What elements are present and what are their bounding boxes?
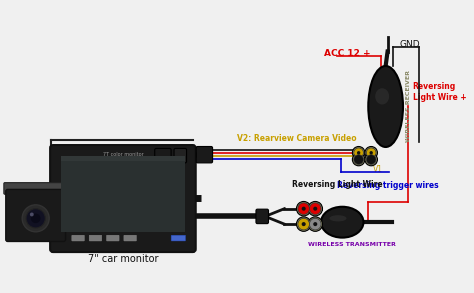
- Circle shape: [301, 207, 306, 211]
- Text: V1: V1: [373, 165, 383, 174]
- Text: V2: Rearview Camera Video: V2: Rearview Camera Video: [237, 134, 357, 143]
- Ellipse shape: [329, 215, 346, 222]
- Text: ACC 12V +: ACC 12V +: [89, 165, 143, 174]
- Text: 7T color monitor: 7T color monitor: [102, 152, 143, 157]
- FancyBboxPatch shape: [107, 235, 119, 241]
- Circle shape: [308, 217, 322, 231]
- Circle shape: [354, 148, 364, 158]
- Circle shape: [365, 146, 377, 159]
- Text: WIRELESS TRANSMITTER: WIRELESS TRANSMITTER: [308, 242, 396, 247]
- Circle shape: [370, 151, 373, 154]
- Circle shape: [310, 218, 321, 230]
- Bar: [61, 156, 185, 161]
- FancyBboxPatch shape: [174, 149, 187, 163]
- Circle shape: [366, 155, 376, 164]
- Circle shape: [354, 155, 364, 164]
- Circle shape: [365, 153, 377, 166]
- Circle shape: [26, 209, 46, 228]
- FancyBboxPatch shape: [72, 235, 84, 241]
- FancyBboxPatch shape: [4, 183, 67, 194]
- Bar: [61, 156, 185, 232]
- Circle shape: [298, 218, 310, 230]
- Text: ACC 12 +: ACC 12 +: [324, 49, 370, 58]
- FancyBboxPatch shape: [171, 235, 186, 241]
- Text: GND: GND: [399, 40, 420, 49]
- Circle shape: [310, 203, 321, 214]
- Circle shape: [301, 222, 306, 226]
- Circle shape: [30, 212, 34, 217]
- Text: WIRELESS RECEIVER: WIRELESS RECEIVER: [406, 71, 411, 142]
- Text: GND: GND: [122, 157, 143, 166]
- Text: 7" car monitor: 7" car monitor: [88, 254, 158, 264]
- FancyBboxPatch shape: [196, 146, 212, 163]
- Circle shape: [352, 146, 365, 159]
- Circle shape: [298, 203, 310, 214]
- Circle shape: [22, 205, 49, 232]
- Circle shape: [31, 214, 40, 223]
- FancyBboxPatch shape: [6, 189, 65, 241]
- Circle shape: [296, 217, 311, 231]
- Ellipse shape: [321, 207, 364, 238]
- FancyBboxPatch shape: [89, 235, 102, 241]
- Circle shape: [313, 222, 317, 226]
- Text: Reversing Light Wire: Reversing Light Wire: [292, 180, 383, 189]
- Circle shape: [370, 158, 373, 161]
- Circle shape: [352, 153, 365, 166]
- Circle shape: [366, 148, 376, 158]
- Circle shape: [296, 202, 311, 216]
- FancyBboxPatch shape: [124, 235, 137, 241]
- Circle shape: [357, 158, 360, 161]
- Circle shape: [313, 207, 317, 211]
- Ellipse shape: [375, 88, 389, 105]
- Text: Reversing trigger wires: Reversing trigger wires: [337, 181, 438, 190]
- Circle shape: [357, 151, 360, 154]
- FancyBboxPatch shape: [256, 209, 268, 224]
- FancyBboxPatch shape: [155, 149, 171, 163]
- FancyBboxPatch shape: [50, 145, 196, 252]
- Text: Reversing
Light Wire +: Reversing Light Wire +: [413, 82, 466, 102]
- Ellipse shape: [368, 66, 403, 147]
- Circle shape: [308, 202, 322, 216]
